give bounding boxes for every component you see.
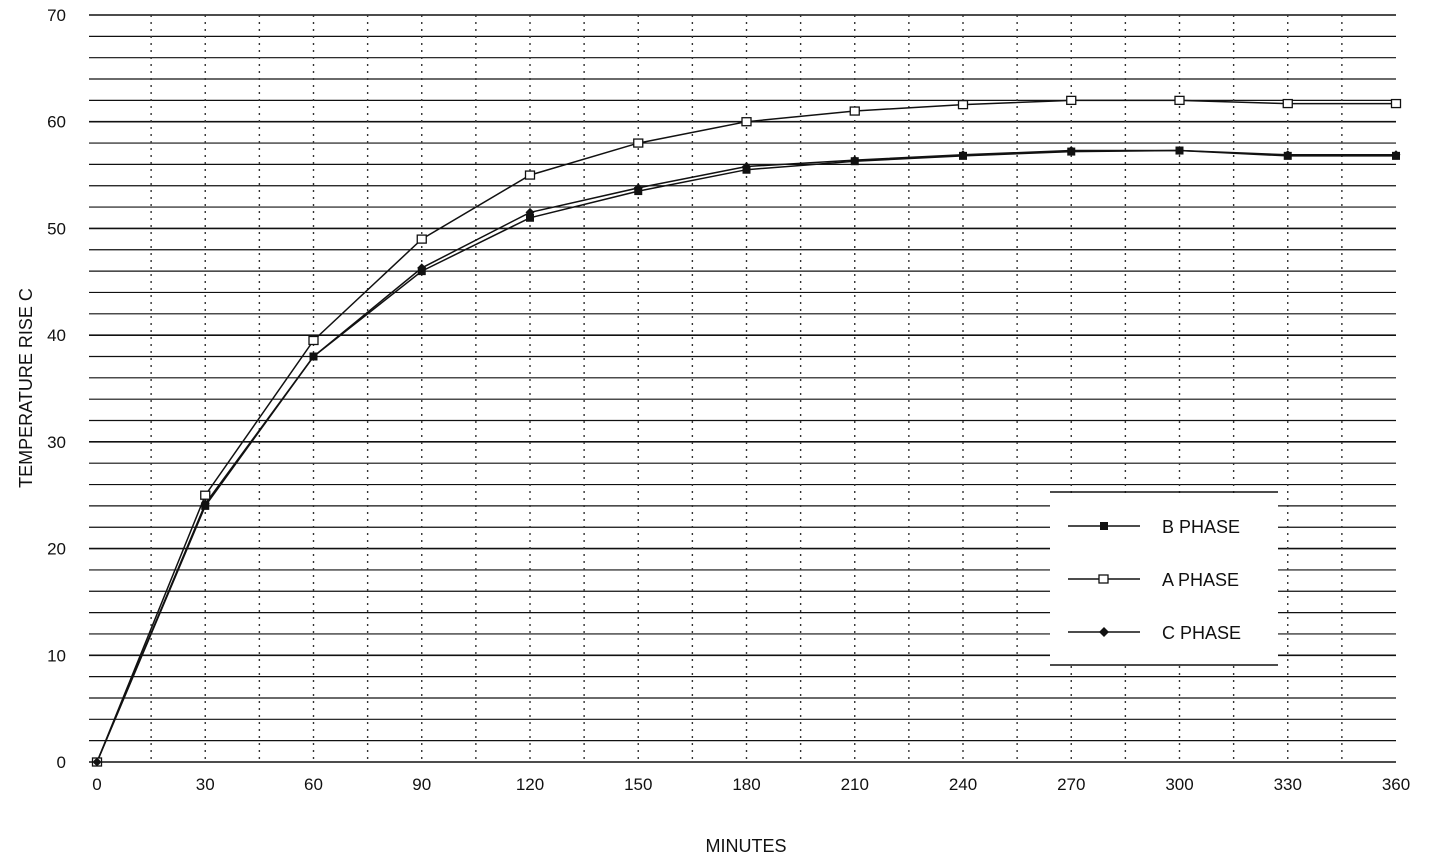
y-tick-label: 50 [47, 219, 66, 238]
data-point-c-phase [525, 207, 535, 217]
x-tick-label: 240 [949, 775, 977, 794]
data-point-c-phase [958, 150, 968, 160]
x-axis-title: MINUTES [706, 836, 787, 856]
data-point-a-phase [957, 99, 969, 110]
legend-marker-c-phase [1099, 627, 1109, 637]
y-tick-label: 0 [57, 753, 66, 772]
tick-labels: 0 30 60 90 120 150 180 210 240 270 300 330 360 0 10 20 3… [47, 6, 1410, 794]
x-tick-label: 270 [1057, 775, 1085, 794]
data-point-a-phase [200, 490, 211, 500]
legend-label-c-phase: C PHASE [1162, 623, 1241, 643]
y-tick-label: 70 [47, 6, 66, 25]
data-point-c-phase [742, 162, 751, 172]
x-tick-label: 300 [1165, 775, 1193, 794]
data-point-a-phase [416, 234, 427, 244]
x-tick-label: 330 [1274, 775, 1302, 794]
data-point-a-phase [1390, 98, 1402, 109]
data-point-a-phase [1282, 98, 1293, 109]
y-tick-label: 10 [47, 646, 66, 665]
data-point-c-phase [1175, 146, 1184, 156]
y-tick-label: 40 [47, 326, 66, 345]
legend-item-a-phase: A PHASE [1068, 570, 1239, 590]
legend-label-b-phase: B PHASE [1162, 517, 1240, 537]
x-tick-label: 0 [92, 775, 101, 794]
data-point-c-phase [309, 351, 318, 361]
data-point-c-phase [92, 757, 102, 767]
data-point-c-phase [1283, 150, 1293, 160]
legend-marker-a-phase [1098, 574, 1109, 584]
data-point-a-phase [1066, 95, 1077, 106]
data-point-c-phase [633, 183, 643, 193]
data-point-c-phase [417, 263, 427, 273]
data-point-b-phase [526, 213, 534, 222]
y-tick-label: 30 [47, 433, 66, 452]
series-markers [91, 95, 1402, 767]
x-tick-label: 150 [624, 775, 652, 794]
data-point-a-phase [1174, 95, 1185, 106]
x-tick-label: 30 [196, 775, 215, 794]
x-tick-label: 120 [516, 775, 544, 794]
legend-label-a-phase: A PHASE [1162, 570, 1239, 590]
data-point-c-phase [1066, 146, 1076, 156]
data-point-a-phase [308, 335, 319, 346]
data-point-c-phase [200, 499, 210, 509]
y-tick-label: 20 [47, 540, 66, 559]
x-tick-label: 60 [304, 775, 323, 794]
x-tick-label: 360 [1382, 775, 1410, 794]
legend-item-c-phase: C PHASE [1068, 623, 1241, 643]
x-tick-label: 90 [412, 775, 431, 794]
legend: B PHASE A PHASE C PHASE [1050, 491, 1278, 666]
legend-item-b-phase: B PHASE [1068, 517, 1240, 537]
legend-marker-b-phase [1100, 522, 1108, 530]
x-tick-label: 180 [732, 775, 760, 794]
y-tick-label: 60 [47, 113, 66, 132]
data-point-c-phase [1391, 150, 1401, 160]
x-tick-label: 210 [841, 775, 869, 794]
y-axis-title: TEMPERATURE RISE C [16, 288, 36, 488]
data-point-a-phase [741, 117, 752, 127]
data-point-a-phase [524, 170, 536, 180]
data-point-a-phase [633, 138, 644, 148]
data-point-c-phase [850, 155, 860, 165]
data-point-a-phase [849, 106, 860, 116]
